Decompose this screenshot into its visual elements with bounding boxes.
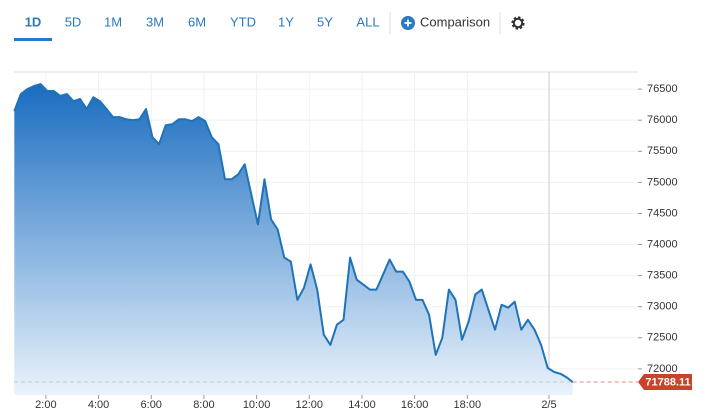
- x-tick-label: 4:00: [88, 399, 109, 411]
- x-tick-label: 12:00: [296, 399, 324, 411]
- range-tab[interactable]: ALL: [356, 14, 379, 29]
- price-line: [13, 83, 574, 383]
- x-tick-label: 18:00: [454, 399, 482, 411]
- range-tab[interactable]: 5Y: [317, 14, 333, 29]
- y-tick-label: 72000: [647, 363, 678, 375]
- y-tick-label: 74500: [647, 207, 678, 219]
- y-tick-label: 73500: [647, 270, 678, 282]
- settings-icon[interactable]: [511, 16, 525, 30]
- area-fill: [14, 84, 573, 395]
- y-tick-label: 73000: [647, 301, 678, 313]
- x-tick-label: 6:00: [141, 399, 162, 411]
- active-underline: [14, 38, 52, 41]
- range-tab[interactable]: YTD: [230, 14, 256, 29]
- comparison-button[interactable]: Comparison: [420, 14, 490, 29]
- range-tab[interactable]: 6M: [188, 14, 206, 29]
- y-tick-label: 74000: [647, 238, 678, 250]
- range-tab[interactable]: 3M: [146, 14, 164, 29]
- range-tab[interactable]: 1M: [104, 14, 122, 29]
- x-tick-label: 14:00: [348, 399, 376, 411]
- y-tick-label: 72500: [647, 332, 678, 344]
- y-tick-label: 76000: [647, 114, 678, 126]
- plot: 72000 72500 73000 73500 74000 74500 75000 75500…: [13, 71, 692, 411]
- x-tick-label: 8:00: [193, 399, 214, 411]
- x-tick-label: 2/5: [541, 399, 556, 411]
- x-tick-label: 2:00: [35, 399, 56, 411]
- last-price-box: [638, 374, 692, 391]
- last-price-label: 71788.11: [645, 376, 690, 388]
- y-tick-label: 75500: [647, 145, 678, 157]
- y-tick-label: 76500: [647, 83, 678, 95]
- y-tick-label: 75000: [647, 176, 678, 188]
- x-tick-label: 16:00: [401, 399, 429, 411]
- x-tick-label: 10:00: [243, 399, 271, 411]
- range-tab[interactable]: 1Y: [278, 14, 294, 29]
- range-tab[interactable]: 1D: [25, 14, 42, 29]
- range-tab[interactable]: 5D: [65, 14, 82, 29]
- plus-sign: [404, 19, 412, 27]
- toolbar: 1D 5D 1M 3M 6M YTD 1Y 5Y ALL: [14, 14, 380, 41]
